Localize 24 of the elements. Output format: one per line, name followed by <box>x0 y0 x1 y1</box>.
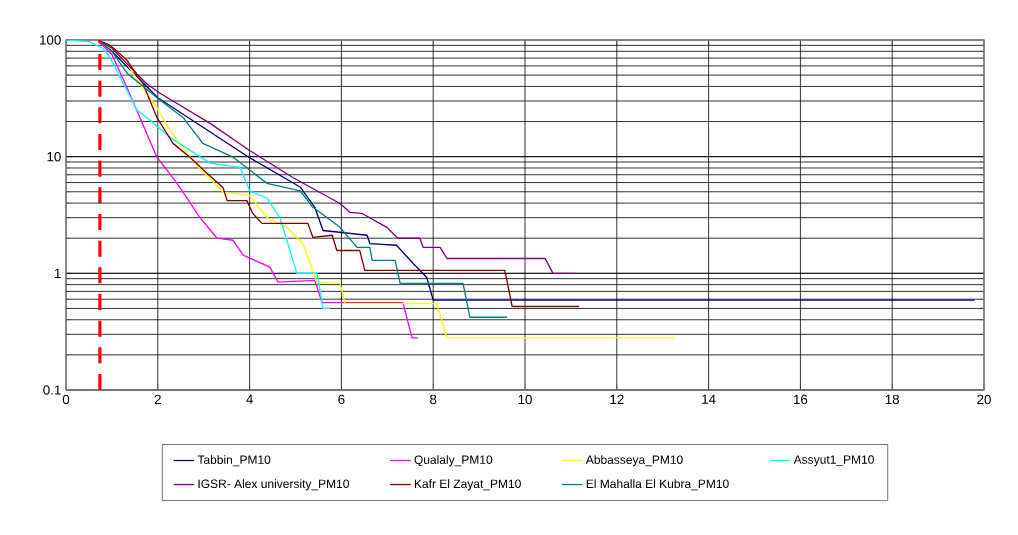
x-tick-label: 16 <box>794 394 808 405</box>
legend-label: Qualaly_PM10 <box>414 455 493 467</box>
y-tick-label: 1 <box>54 268 61 278</box>
x-tick-label: 2 <box>154 394 161 405</box>
x-tick-label: 20 <box>977 394 991 405</box>
legend-label: El Mahalla El Kubra_PM10 <box>586 479 729 491</box>
x-tick-label: 14 <box>702 394 716 404</box>
legend-label: Abbasseya_PM10 <box>585 455 683 467</box>
x-tick-label: 6 <box>338 394 345 405</box>
x-tick-label: 10 <box>518 394 532 405</box>
x-tick-label: 18 <box>885 394 900 405</box>
legend-label: Assyut1_PM10 <box>793 455 874 467</box>
y-tick-label: 0.1 <box>43 385 61 395</box>
y-tick-label: 10 <box>47 151 61 162</box>
y-tick-label: 100 <box>40 35 61 45</box>
x-tick-label: 8 <box>430 394 437 405</box>
x-tick-label: 0 <box>62 394 70 405</box>
legend-label: Kafr El Zayat_PM10 <box>414 479 521 491</box>
line-series <box>66 40 331 310</box>
line-series <box>97 40 419 339</box>
legend-label: Tabbin_PM10 <box>197 455 271 467</box>
x-tick-label: 12 <box>610 394 624 405</box>
x-tick-label: 4 <box>246 394 253 404</box>
legend-label: IGSR- Alex university_PM10 <box>198 479 349 491</box>
